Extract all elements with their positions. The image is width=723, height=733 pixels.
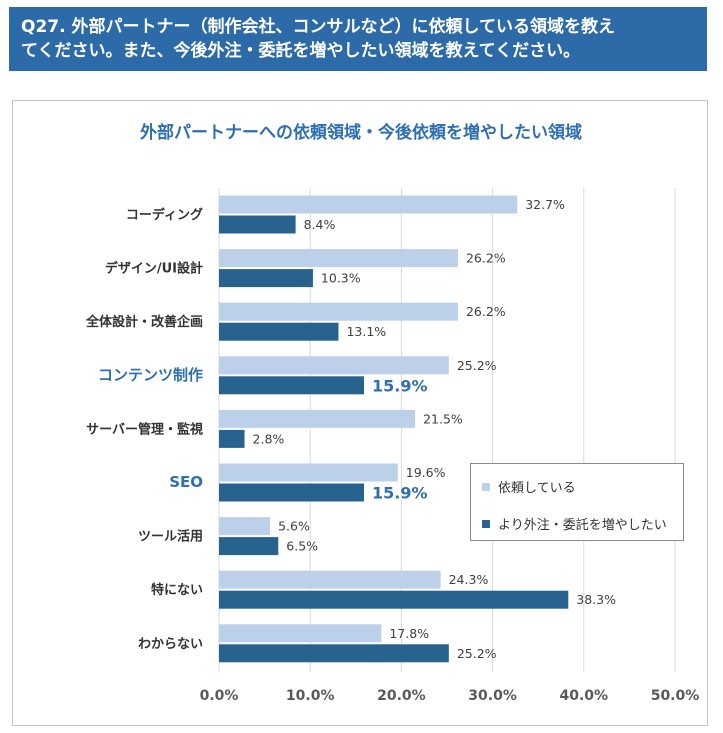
category-label: コーディング [126, 207, 203, 223]
category-label: SEO [169, 473, 203, 491]
bar-future [219, 322, 339, 341]
legend-item-current: 依頼している [482, 477, 576, 496]
bar-future [219, 269, 313, 288]
x-tick-label: 30.0% [468, 688, 517, 704]
category-label: 特にない [151, 582, 203, 598]
data-label: 25.2% [457, 646, 497, 661]
data-label: 15.9% [372, 484, 428, 503]
bar-current [219, 249, 458, 268]
legend-item-future: より外注・委託を増やしたい [482, 514, 667, 533]
data-label: 6.5% [286, 539, 318, 554]
data-label: 19.6% [406, 465, 446, 480]
bar-future [219, 429, 245, 448]
x-tick-label: 20.0% [377, 688, 426, 704]
question-line-2: てください。また、今後外注・委託を増やしたい領域を教えてください。 [21, 41, 581, 61]
data-label: 2.8% [253, 431, 285, 446]
legend-swatch-future [482, 519, 490, 528]
bars [219, 195, 569, 663]
x-tick-label: 50.0% [651, 688, 700, 704]
legend-label-current: 依頼している [498, 481, 576, 496]
data-label: 8.4% [304, 217, 336, 232]
bar-future [219, 483, 365, 502]
data-label: 26.2% [466, 251, 506, 266]
question-line-1: Q27. 外部パートナー（制作会社、コンサルなど）に依頼している領域を教え [21, 17, 615, 37]
category-label: 全体設計・改善企画 [85, 314, 203, 330]
data-label: 17.8% [389, 626, 429, 641]
data-label: 25.2% [457, 358, 497, 373]
data-label: 24.3% [449, 572, 489, 587]
bar-current [219, 302, 458, 321]
bar-future [219, 376, 365, 395]
bar-future [219, 590, 569, 609]
category-label: わからない [138, 637, 203, 652]
data-label: 15.9% [372, 376, 428, 395]
bar-current [219, 570, 441, 589]
bar-current [219, 356, 449, 375]
data-label: 21.5% [423, 411, 463, 426]
bar-current [219, 517, 271, 536]
legend-swatch-current [482, 482, 490, 491]
data-label: 32.7% [525, 197, 565, 212]
x-tick-label: 0.0% [200, 688, 239, 704]
labels: 0.0% 10.0% 20.0% 30.0% 40.0% 50.0% コーディング 32.7%… [85, 197, 699, 704]
question-banner: Q27. 外部パートナー（制作会社、コンサルなど）に依頼している領域を教え てく… [9, 7, 707, 71]
legend-label-future: より外注・委託を増やしたい [498, 518, 667, 533]
bar-current [219, 409, 416, 428]
bar-current [219, 463, 398, 482]
chart-legend: 依頼している より外注・委託を増やしたい [470, 463, 684, 541]
category-label: コンテンツ制作 [98, 366, 203, 384]
data-label: 38.3% [576, 592, 616, 607]
data-label: 10.3% [321, 271, 361, 286]
x-tick-label: 40.0% [560, 688, 609, 704]
chart-title: 外部パートナーへの依頼領域・今後依頼を増やしたい領域 [140, 122, 582, 143]
bar-future [219, 644, 449, 663]
data-label: 26.2% [466, 304, 506, 319]
category-label: サーバー管理・監視 [86, 421, 203, 437]
bar-current [219, 195, 518, 214]
category-label: デザイン/UI設計 [105, 261, 203, 277]
bar-future [219, 215, 296, 234]
bar-current [219, 624, 382, 643]
x-tick-label: 10.0% [286, 688, 335, 704]
data-label: 5.6% [278, 519, 310, 534]
category-label: ツール活用 [138, 529, 203, 545]
bar-future [219, 537, 279, 556]
data-label: 13.1% [346, 324, 386, 339]
